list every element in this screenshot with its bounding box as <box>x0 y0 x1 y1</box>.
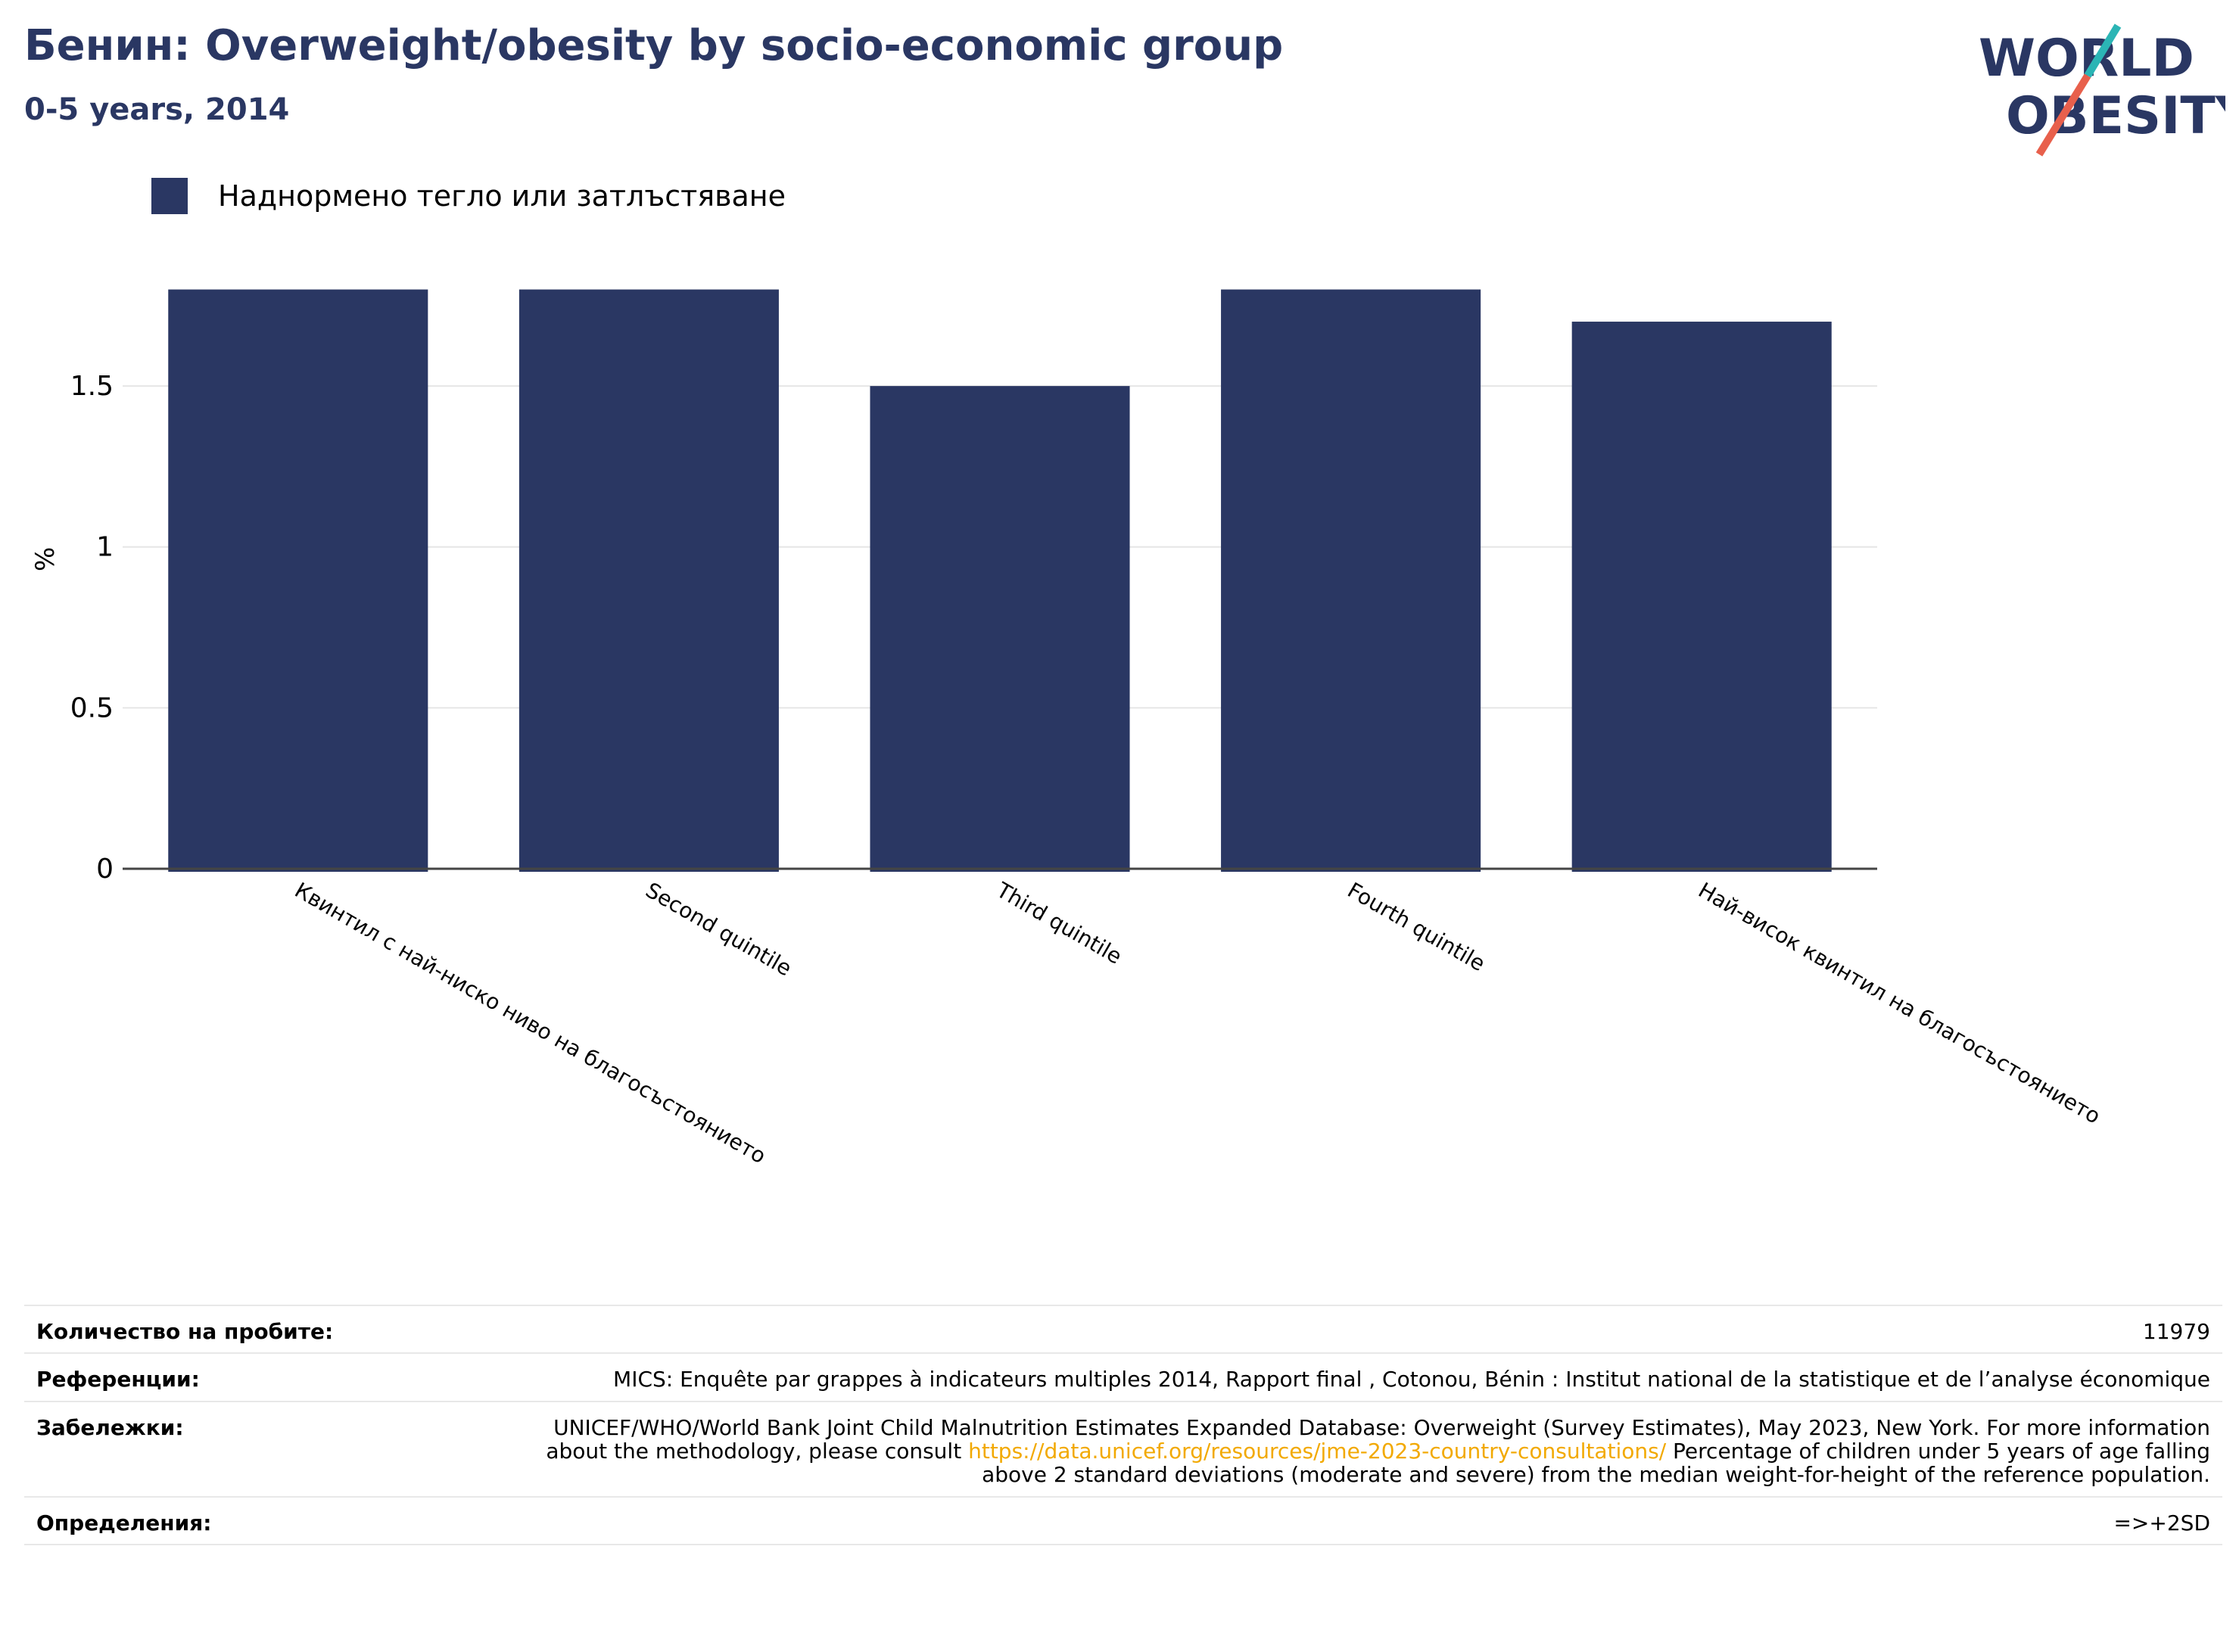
y-tick-label: 1.5 <box>70 371 114 402</box>
legend-label: Наднормено тегло или затлъстяване <box>218 179 786 213</box>
y-tick-label: 0 <box>96 854 114 885</box>
y-tick-label: 1 <box>96 532 114 563</box>
x-tick-label: Third quintile <box>992 877 1126 969</box>
info-table: Количество на пробите: 11979 Референции:… <box>24 1304 2222 1546</box>
y-tick-label: 0.5 <box>70 692 114 723</box>
x-tick-label: Най-висок квинтил на благосъстоянието <box>1694 877 2104 1128</box>
notes-label: Забележки: <box>24 1400 503 1498</box>
definitions-label: Определения: <box>24 1495 503 1546</box>
logo-slash-teal <box>2084 23 2122 78</box>
info-row-references: Референции: MICS: Enquête par grappes à … <box>24 1352 2222 1402</box>
legend[interactable]: Наднормено тегло или затлъстяване <box>151 177 786 215</box>
bar <box>168 289 428 872</box>
sample-label: Количество на пробите: <box>24 1304 503 1355</box>
legend-swatch <box>151 178 188 214</box>
info-row-notes: Забележки: UNICEF/WHO/World Bank Joint C… <box>24 1400 2222 1498</box>
info-row-sample: Количество на пробите: 11979 <box>24 1304 2222 1355</box>
methodology-link[interactable]: https://data.unicef.org/resources/jme-20… <box>968 1439 1667 1464</box>
info-row-definitions: Определения: =>+2SD <box>24 1495 2222 1546</box>
logo-text-obesity: OBESITY <box>2006 86 2225 146</box>
x-tick-label: Second quintile <box>641 877 796 981</box>
sample-value: 11979 <box>503 1304 2222 1355</box>
bar <box>1221 289 1481 872</box>
chart-subtitle: 0-5 years, 2014 <box>24 92 290 127</box>
references-value: MICS: Enquête par grappes à indicateurs … <box>503 1352 2222 1402</box>
bar <box>518 289 779 872</box>
chart-title: Бенин: Overweight/obesity by socio-econo… <box>24 21 1284 70</box>
world-obesity-logo: WORLD OBESITY <box>1979 23 2225 157</box>
definitions-value: =>+2SD <box>503 1495 2222 1546</box>
x-tick-label: Fourth quintile <box>1344 877 1490 976</box>
bar <box>1571 322 1832 873</box>
notes-value: UNICEF/WHO/World Bank Joint Child Malnut… <box>503 1400 2222 1498</box>
references-label: Референции: <box>24 1352 503 1402</box>
notes-text-after: Percentage of children under 5 years of … <box>982 1439 2210 1488</box>
notes-text: UNICEF/WHO/World Bank Joint Child Malnut… <box>546 1414 2210 1464</box>
logo-slash-red <box>2035 73 2091 157</box>
bar <box>870 386 1130 872</box>
